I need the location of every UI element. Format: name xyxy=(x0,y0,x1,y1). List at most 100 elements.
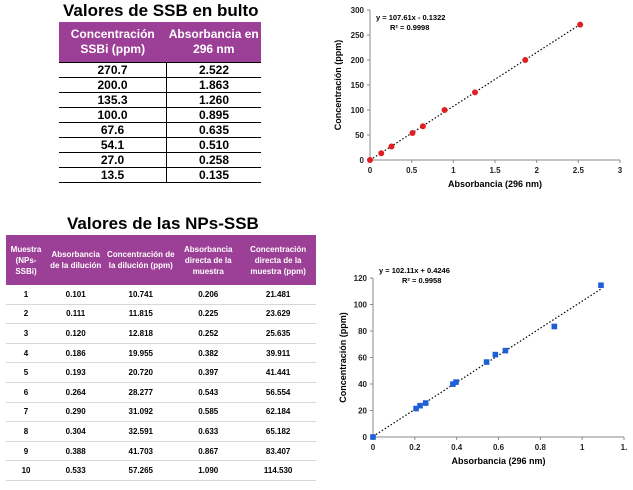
table1-cell: 0.258 xyxy=(166,152,261,168)
table2-cell: 0.382 xyxy=(176,343,241,364)
table2-row: 8 0.304 32.591 0.633 65.182 xyxy=(6,421,316,442)
data-point xyxy=(417,402,423,409)
table1-row: 270.7 2.522 xyxy=(59,62,261,78)
table1-cell: 135.3 xyxy=(59,92,168,108)
y-axis-title: Concentración (ppm) xyxy=(338,312,348,403)
x-tick-label: 0.4 xyxy=(451,443,463,452)
table2-cell: 83.407 xyxy=(240,441,316,462)
table1-cell: 0.510 xyxy=(166,137,261,153)
table1-cell: 100.0 xyxy=(59,107,168,123)
table2-cell: 41.703 xyxy=(105,441,177,462)
y-tick-label: 20 xyxy=(358,407,367,416)
data-point xyxy=(577,21,584,28)
table1-row: 13.5 0.135 xyxy=(59,167,261,183)
x-tick-label: 1 xyxy=(451,166,456,175)
table2-cell: 41.441 xyxy=(240,362,316,383)
table2-cell: 25.635 xyxy=(240,323,316,344)
table2-cell: 0.633 xyxy=(176,421,241,442)
table2-cell: 1 xyxy=(6,285,47,305)
table1-row: 100.0 0.895 xyxy=(59,107,261,123)
trendline-equation: y = 107.61x - 0.1322 xyxy=(376,13,445,22)
r-squared-label: R² = 0.9998 xyxy=(390,23,429,32)
table2-cell: 56.554 xyxy=(240,382,316,403)
data-point xyxy=(492,351,499,358)
data-point xyxy=(419,123,426,130)
x-tick-label: 0.2 xyxy=(409,443,421,452)
table2-cell: 114.530 xyxy=(240,460,316,481)
y-tick-label: 300 xyxy=(351,6,365,15)
y-tick-label: 120 xyxy=(354,274,368,283)
x-tick-label: 0 xyxy=(371,443,376,452)
data-point xyxy=(598,282,604,289)
x-tick-label: 3 xyxy=(618,166,623,175)
data-point xyxy=(472,89,478,96)
table2-cell: 0.388 xyxy=(46,441,106,462)
table2-cell: 28.277 xyxy=(105,382,177,403)
table2-cell: 0.304 xyxy=(46,421,106,442)
y-tick-label: 100 xyxy=(351,106,365,115)
table2-cell: 0.120 xyxy=(46,323,106,344)
table2-row: 4 0.186 19.955 0.382 39.911 xyxy=(6,343,316,364)
y-tick-label: 250 xyxy=(351,31,365,40)
x-tick-label: 0.8 xyxy=(535,443,547,452)
data-point xyxy=(422,400,429,406)
table1-row: 27.0 0.258 xyxy=(59,152,261,168)
table2-cell: 0.111 xyxy=(46,304,106,325)
table2-cell: 4 xyxy=(6,343,47,364)
table1-header-absorbance: Absorbancia en 296 nm xyxy=(166,22,261,63)
x-tick-label: 1.5 xyxy=(489,166,501,175)
table2-row: 10 0.533 57.265 1.090 114.530 xyxy=(6,460,316,481)
table2-row: 9 0.388 41.703 0.867 83.407 xyxy=(6,441,316,462)
table2-title: Valores de las NPs-SSB xyxy=(67,214,259,233)
data-point xyxy=(409,129,416,136)
table2-row: 6 0.264 28.277 0.543 56.554 xyxy=(6,382,316,403)
data-point xyxy=(551,323,558,330)
y-tick-label: 150 xyxy=(351,81,365,90)
x-tick-label: 0.6 xyxy=(493,443,505,452)
table2-cell: 65.182 xyxy=(240,421,316,442)
r-squared-label: R² = 0.9958 xyxy=(402,276,441,285)
table2-cell: 1.090 xyxy=(176,460,241,481)
table2-cell: 3 xyxy=(6,323,47,344)
table2-cell: 0.193 xyxy=(46,362,106,383)
table1-cell: 27.0 xyxy=(59,152,168,168)
table1-cell: 270.7 xyxy=(59,62,168,78)
x-axis-title: Absorbancia (296 nm) xyxy=(451,456,545,466)
table1-cell: 0.135 xyxy=(166,167,261,183)
y-tick-label: 60 xyxy=(358,354,367,363)
table1-row: 200.0 1.863 xyxy=(59,77,261,93)
table2-cell: 10.741 xyxy=(105,285,177,305)
bulk-ssb-table: Concentración SSBi (ppm) Absorbancia en … xyxy=(59,22,261,183)
x-tick-label: 0.5 xyxy=(406,166,418,175)
table2-cell: 39.911 xyxy=(240,343,316,364)
table2-cell: 0.206 xyxy=(176,285,241,305)
table1-cell: 54.1 xyxy=(59,137,168,153)
table2-cell: 0.397 xyxy=(176,362,241,383)
table1-cell: 0.895 xyxy=(166,107,261,123)
table2-cell: 8 xyxy=(6,421,47,442)
table2-row: 7 0.290 31.092 0.585 62.184 xyxy=(6,402,316,423)
table1-header-concentration: Concentración SSBi (ppm) xyxy=(59,22,167,63)
table1-cell: 13.5 xyxy=(59,167,168,183)
table2-cell: 10 xyxy=(6,460,47,481)
table1-cell: 200.0 xyxy=(59,77,168,93)
table2-cell: 21.481 xyxy=(240,285,316,305)
y-tick-label: 0 xyxy=(363,433,368,442)
x-tick-label: 2 xyxy=(534,166,539,175)
data-point xyxy=(370,434,376,440)
y-tick-label: 0 xyxy=(360,156,365,165)
data-point xyxy=(483,359,490,365)
table1-cell: 1.863 xyxy=(166,77,261,93)
y-axis-title: Concentración (ppm) xyxy=(333,40,343,131)
table2-header-dilution-concentration: Concentración de la dilución (ppm) xyxy=(105,235,177,285)
table2-row: 1 0.101 10.741 0.206 21.481 xyxy=(6,285,316,305)
data-point xyxy=(413,405,419,412)
data-point xyxy=(502,347,509,354)
table2-cell: 0.225 xyxy=(176,304,241,325)
table1-row: 67.6 0.635 xyxy=(59,122,261,138)
table2-cell: 0.867 xyxy=(176,441,241,462)
table2-cell: 32.591 xyxy=(105,421,177,442)
table2-cell: 9 xyxy=(6,441,47,462)
table2-cell: 62.184 xyxy=(240,402,316,423)
table2-cell: 0.533 xyxy=(46,460,106,481)
